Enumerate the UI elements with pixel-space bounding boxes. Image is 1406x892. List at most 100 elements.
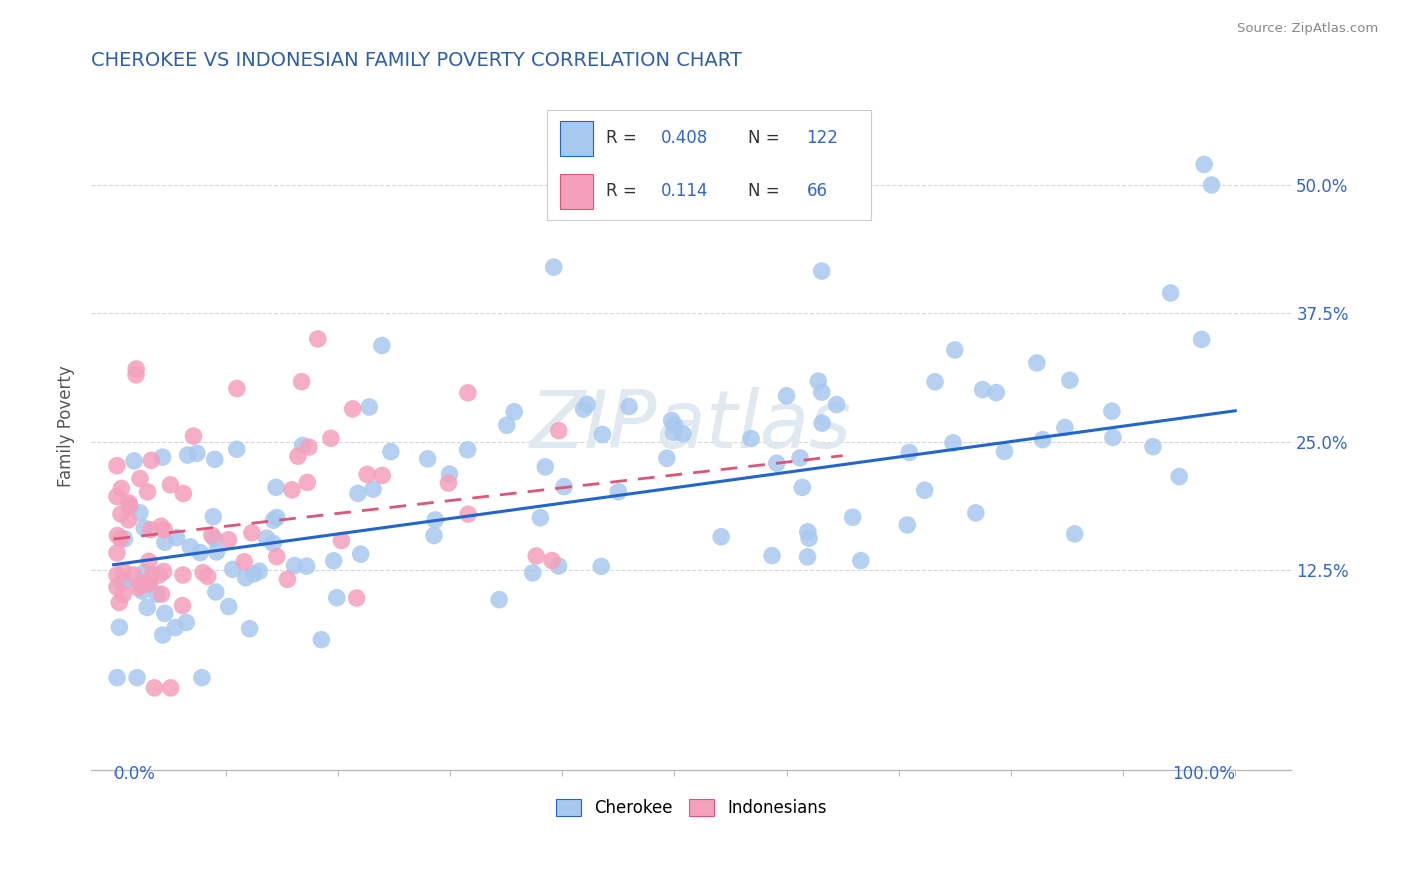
Point [1201,178,1223,192]
Point [797,524,820,539]
Point [710,530,733,544]
Point [131,584,153,599]
Point [297,475,319,490]
Point [202,509,225,524]
Point [153,523,176,537]
Point [1032,433,1054,447]
Point [276,572,298,586]
Point [112,574,135,589]
Point [943,343,966,357]
Point [789,450,811,465]
Point [371,468,394,483]
Point [197,569,219,583]
Point [153,535,176,549]
Point [112,564,135,578]
Point [166,531,188,545]
Point [524,549,547,563]
Point [176,448,198,462]
Point [138,574,160,588]
Point [322,554,344,568]
Point [152,450,174,464]
Point [807,374,830,388]
Point [118,500,141,514]
Legend: Cherokee, Indonesians: Cherokee, Indonesians [548,792,834,823]
Point [225,442,247,457]
Point [359,400,381,414]
Point [107,528,129,542]
Point [993,444,1015,458]
Point [110,532,132,546]
Point [547,558,569,573]
Point [319,431,342,445]
Point [349,547,371,561]
Point [110,507,132,521]
Point [1142,440,1164,454]
Point [172,486,194,500]
Point [488,592,510,607]
Point [661,413,683,427]
Point [437,476,460,491]
Point [311,632,333,647]
Point [529,510,551,524]
Point [655,451,678,466]
Point [128,576,150,591]
Point [307,332,329,346]
Point [112,587,135,601]
Point [522,566,544,580]
Point [108,595,131,609]
Point [664,418,686,433]
Point [262,536,284,550]
Point [439,467,461,481]
Point [797,531,820,545]
Point [148,568,170,582]
Point [896,518,918,533]
Point [965,506,987,520]
Point [146,587,169,601]
Text: 0.0%: 0.0% [114,764,156,783]
Point [105,546,128,560]
Point [110,482,132,496]
Point [986,385,1008,400]
Point [423,513,446,527]
Point [416,451,439,466]
Point [347,486,370,500]
Point [572,402,595,417]
Text: Source: ZipAtlas.com: Source: ZipAtlas.com [1237,22,1378,36]
Point [1192,157,1215,171]
Point [1160,285,1182,300]
Point [128,506,150,520]
Point [183,429,205,443]
Point [811,416,834,430]
Point [457,385,479,400]
Point [172,599,194,613]
Point [122,568,145,582]
Point [972,383,994,397]
Point [810,264,832,278]
Point [150,519,173,533]
Point [242,566,264,581]
Point [136,600,159,615]
Point [159,478,181,492]
Point [576,398,599,412]
Point [159,681,181,695]
Point [141,568,163,582]
Point [263,513,285,527]
Point [592,427,614,442]
Point [105,580,128,594]
Point [796,549,818,564]
Point [1102,430,1125,444]
Point [240,525,263,540]
Point [591,559,613,574]
Point [898,445,921,459]
Point [291,438,314,452]
Point [1025,356,1047,370]
Point [138,554,160,568]
Point [247,564,270,578]
Point [125,362,148,376]
Point [138,576,160,591]
Point [617,400,640,414]
Point [186,446,208,460]
Point [105,490,128,504]
Point [775,389,797,403]
Point [361,482,384,496]
